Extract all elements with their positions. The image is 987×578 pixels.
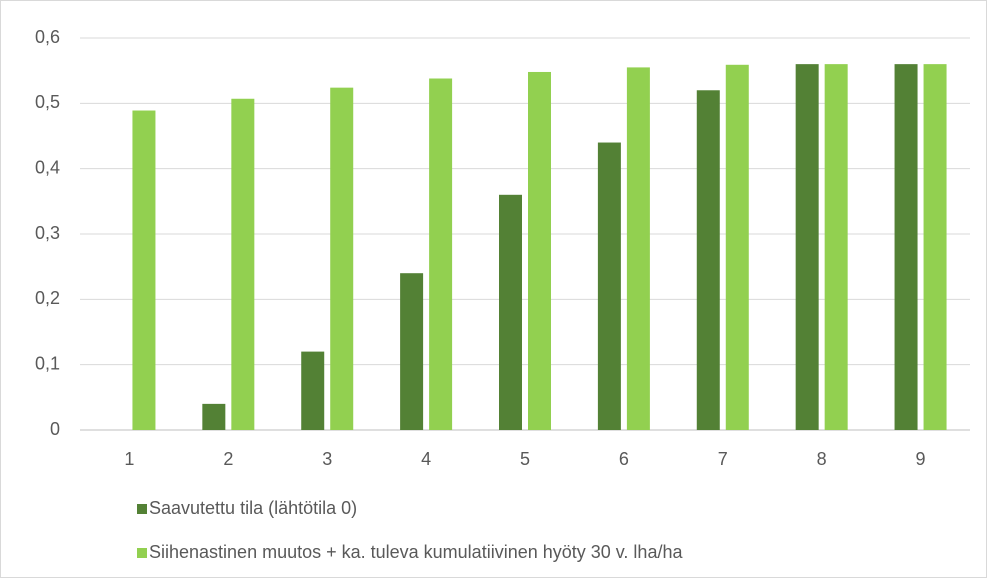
x-tick-label: 7 — [718, 449, 728, 469]
bar — [132, 110, 156, 431]
bar — [499, 194, 522, 430]
x-tick-label: 6 — [619, 449, 629, 469]
x-tick-label: 1 — [124, 449, 134, 469]
bar — [696, 90, 720, 431]
legend-label: Siihenastinen muutos + ka. tuleva kumula… — [149, 542, 683, 562]
y-tick-label: 0 — [50, 419, 60, 439]
bar — [626, 67, 650, 431]
legend-marker — [137, 548, 147, 558]
x-tick-label: 5 — [520, 449, 530, 469]
bar — [330, 87, 354, 431]
bar — [400, 273, 424, 430]
bar — [795, 64, 819, 430]
bar — [429, 78, 453, 431]
x-tick-label: 2 — [223, 449, 233, 469]
bar — [202, 403, 226, 430]
y-tick-label: 0,6 — [35, 27, 60, 47]
bar — [231, 98, 255, 430]
y-tick-label: 0,4 — [35, 157, 60, 177]
legend-label: Saavutettu tila (lähtötila 0) — [149, 498, 357, 518]
y-tick-label: 0,5 — [35, 92, 60, 112]
x-tick-label: 3 — [322, 449, 332, 469]
y-tick-label: 0,2 — [35, 288, 60, 308]
bar — [894, 64, 918, 430]
x-tick-label: 4 — [421, 449, 431, 469]
legend-marker — [137, 504, 147, 514]
y-tick-label: 0,1 — [35, 353, 60, 373]
bar — [824, 64, 848, 430]
y-tick-label: 0,3 — [35, 223, 60, 243]
x-tick-label: 9 — [916, 449, 926, 469]
bar — [725, 64, 749, 430]
x-tick-label: 8 — [817, 449, 827, 469]
bar — [597, 142, 621, 431]
bar — [923, 64, 947, 430]
bar — [301, 351, 325, 430]
bar — [528, 71, 551, 431]
